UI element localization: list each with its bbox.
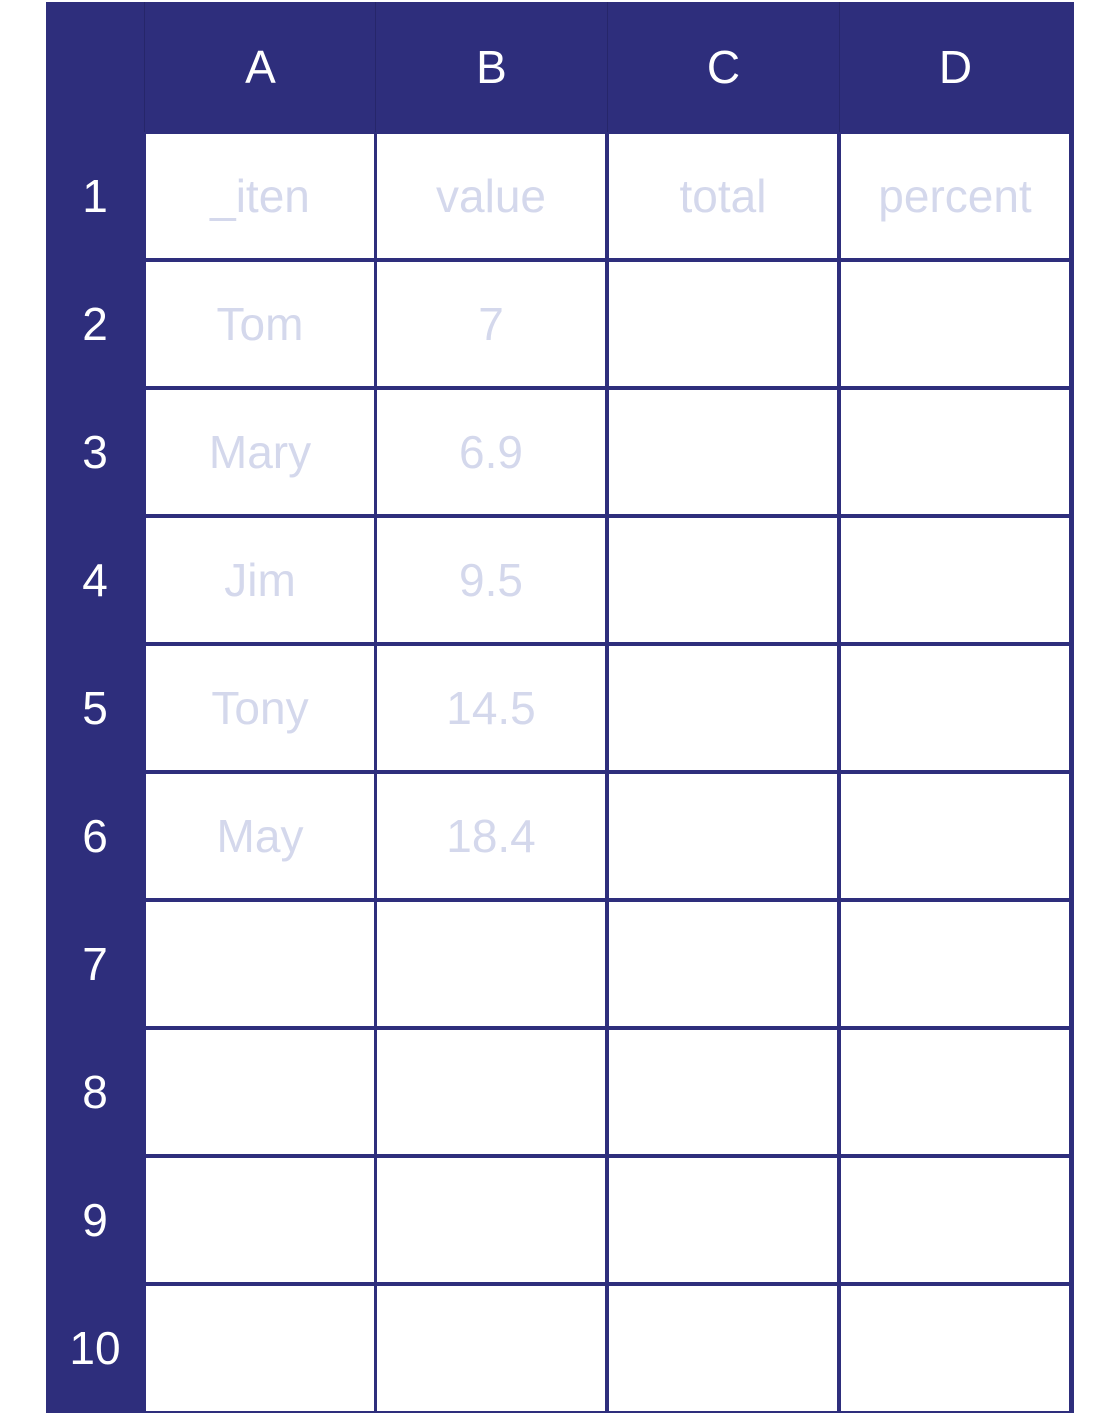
cell-b1[interactable]: value [377, 134, 605, 258]
cell-b4[interactable]: 9.5 [377, 518, 605, 642]
cell-b8[interactable] [377, 1030, 605, 1154]
cell-b6[interactable]: 18.4 [377, 774, 605, 898]
cell-c3[interactable] [609, 390, 837, 514]
row-header-7[interactable]: 7 [82, 938, 108, 990]
column-header-b[interactable]: B [375, 2, 607, 132]
cell-d1[interactable]: percent [841, 134, 1069, 258]
row-header-4[interactable]: 4 [82, 554, 108, 606]
cell-c8[interactable] [609, 1030, 837, 1154]
cell-d7[interactable] [841, 902, 1069, 1026]
cell-d9[interactable] [841, 1158, 1069, 1282]
cell-b9[interactable] [377, 1158, 605, 1282]
cell-d5[interactable] [841, 646, 1069, 770]
cell-a6[interactable]: May [146, 774, 374, 898]
cell-d2[interactable] [841, 262, 1069, 386]
cell-c7[interactable] [609, 902, 837, 1026]
cell-a4[interactable]: Jim [146, 518, 374, 642]
cell-d6[interactable] [841, 774, 1069, 898]
cell-b5[interactable]: 14.5 [377, 646, 605, 770]
cell-d3[interactable] [841, 390, 1069, 514]
spreadsheet-grid: A B C D 1 _iten value total percent 2 Tom 7 3 Mary 6.9… [46, 2, 1074, 1413]
row-header-10[interactable]: 10 [69, 1322, 121, 1374]
cell-c1[interactable]: total [609, 134, 837, 258]
cell-a7[interactable] [146, 902, 374, 1026]
cell-c2[interactable] [609, 262, 837, 386]
row-header-5[interactable]: 5 [82, 682, 108, 734]
cell-a3[interactable]: Mary [146, 390, 374, 514]
row-header-6[interactable]: 6 [82, 810, 108, 862]
cell-d10[interactable] [841, 1286, 1069, 1411]
cell-a10[interactable] [146, 1286, 374, 1411]
row-header-3[interactable]: 3 [82, 426, 108, 478]
row-header-2[interactable]: 2 [82, 298, 108, 350]
cell-a1[interactable]: _iten [146, 134, 374, 258]
column-header-d[interactable]: D [839, 2, 1071, 132]
cell-b10[interactable] [377, 1286, 605, 1411]
cell-c4[interactable] [609, 518, 837, 642]
cell-a8[interactable] [146, 1030, 374, 1154]
select-all-corner[interactable] [46, 2, 144, 132]
row-header-9[interactable]: 9 [82, 1194, 108, 1246]
cell-c5[interactable] [609, 646, 837, 770]
cell-b7[interactable] [377, 902, 605, 1026]
cell-a2[interactable]: Tom [146, 262, 374, 386]
cell-d4[interactable] [841, 518, 1069, 642]
cell-a9[interactable] [146, 1158, 374, 1282]
column-header-a[interactable]: A [144, 2, 376, 132]
column-header-c[interactable]: C [607, 2, 839, 132]
cell-c6[interactable] [609, 774, 837, 898]
cell-d8[interactable] [841, 1030, 1069, 1154]
cell-c10[interactable] [609, 1286, 837, 1411]
row-header-8[interactable]: 8 [82, 1066, 108, 1118]
cell-a5[interactable]: Tony [146, 646, 374, 770]
row-header-1[interactable]: 1 [82, 170, 108, 222]
cell-c9[interactable] [609, 1158, 837, 1282]
cell-b3[interactable]: 6.9 [377, 390, 605, 514]
cell-b2[interactable]: 7 [377, 262, 605, 386]
